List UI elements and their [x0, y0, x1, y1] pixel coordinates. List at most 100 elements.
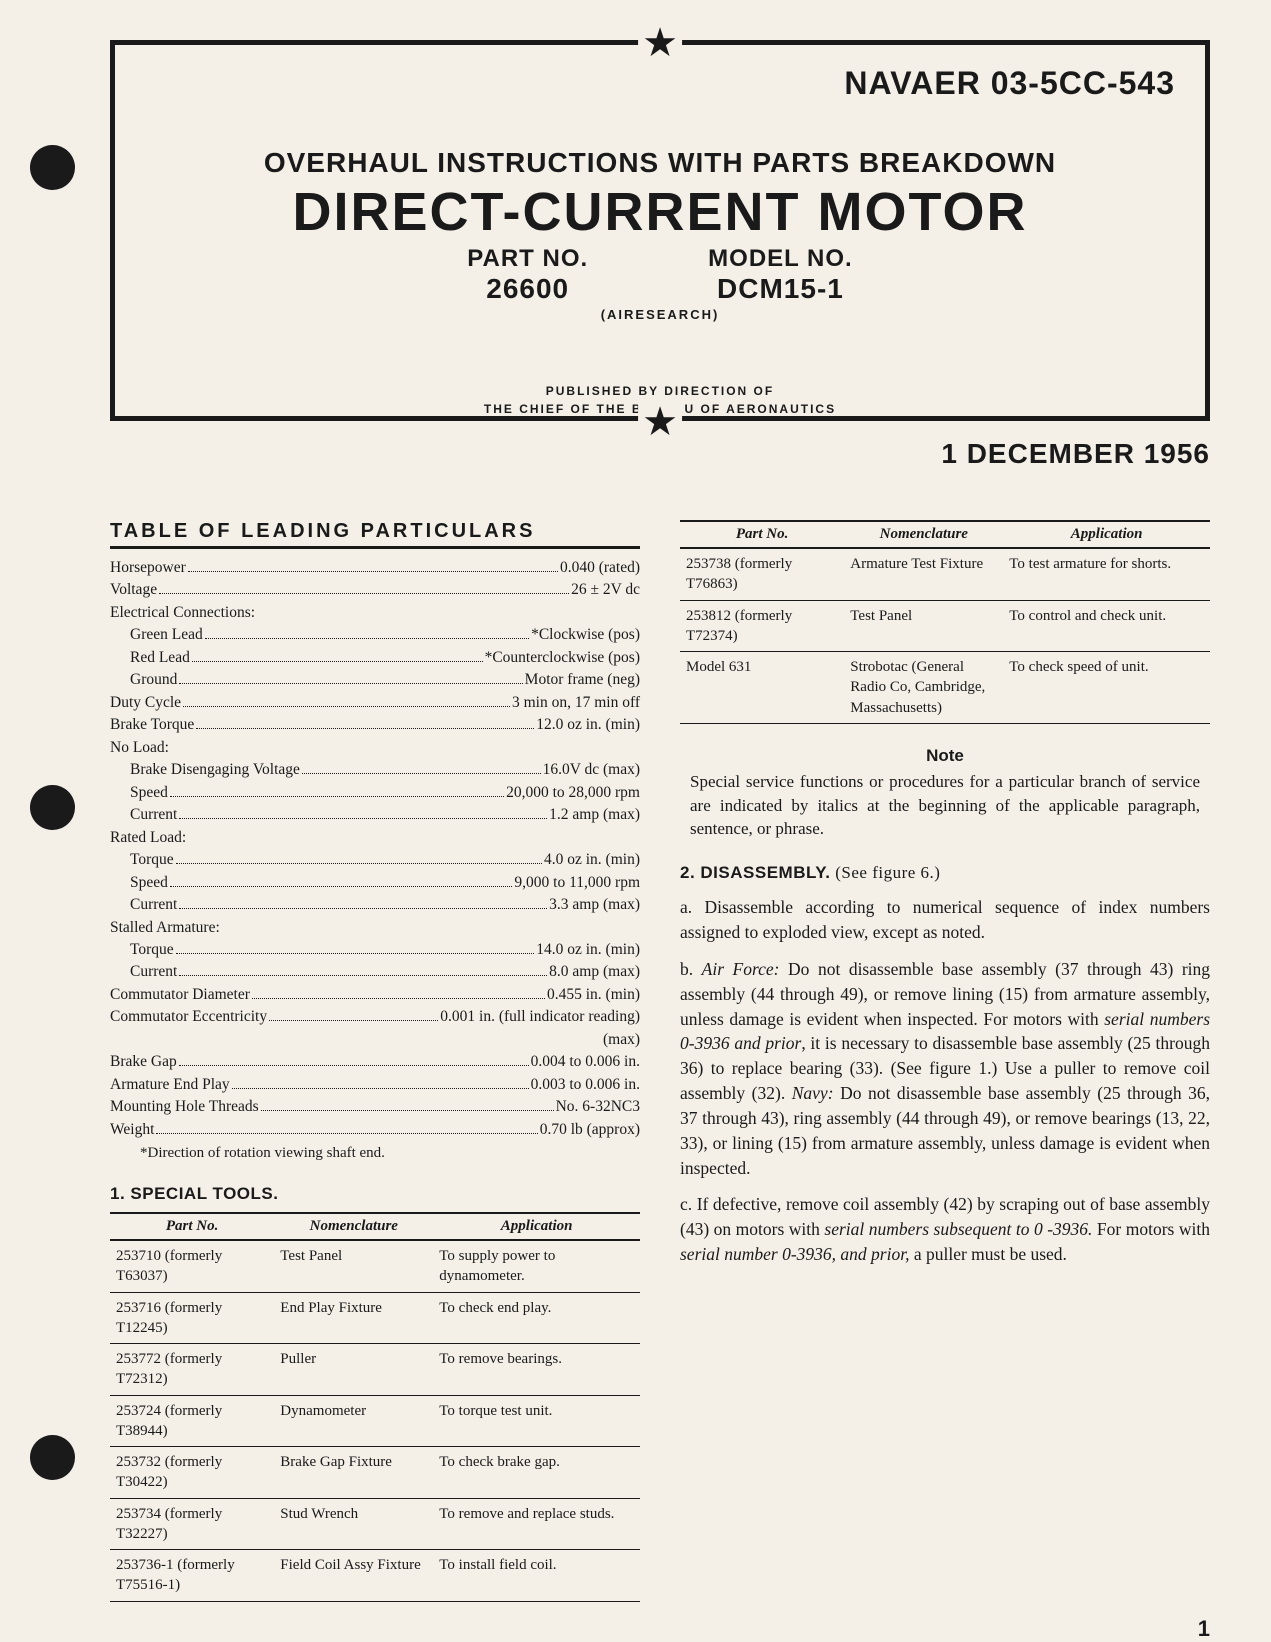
leader-dots [205, 638, 529, 639]
tools-th-part: Part No. [110, 1213, 274, 1240]
particulars-row: Mounting Hole ThreadsNo. 6-32NC3 [110, 1096, 640, 1118]
particulars-label: Speed [130, 782, 168, 804]
particulars-label: Red Lead [130, 647, 190, 669]
particulars-value: 16.0V dc (max) [543, 759, 640, 781]
particulars-row: Brake Torque12.0 oz in. (min) [110, 714, 640, 736]
leader-dots [269, 1020, 438, 1021]
leader-dots [302, 773, 541, 774]
note-block: Note Special service functions or proced… [680, 746, 1210, 841]
disassembly-label: 2. DISASSEMBLY. [680, 863, 830, 882]
table-cell-app: To remove bearings. [433, 1344, 640, 1396]
table-row: 253732 (formerly T30422)Brake Gap Fixtur… [110, 1447, 640, 1499]
body-columns: TABLE OF LEADING PARTICULARS Horsepower0… [110, 520, 1210, 1602]
particulars-value: 1.2 amp (max) [549, 804, 640, 826]
tools-th-app: Application [433, 1213, 640, 1240]
para-b-airforce: Air Force: [702, 959, 780, 979]
particulars-label: Commutator Eccentricity [110, 1006, 267, 1028]
table-row: 253738 (formerly T76863)Armature Test Fi… [680, 548, 1210, 600]
particulars-label: Brake Torque [110, 714, 194, 736]
tools-table: Part No. Nomenclature Application 253710… [110, 1212, 640, 1602]
particulars-row: Green Lead*Clockwise (pos) [110, 624, 640, 646]
particulars-label: Torque [130, 849, 174, 871]
leader-dots [183, 706, 510, 707]
part-no-label: PART NO. [467, 245, 588, 273]
particulars-row: Weight0.70 lb (approx) [110, 1119, 640, 1141]
particulars-row: Commutator Diameter0.455 in. (min) [110, 984, 640, 1006]
particulars-row: Duty Cycle3 min on, 17 min off [110, 692, 640, 714]
particulars-label: Speed [130, 872, 168, 894]
table-cell-part: 253736-1 (formerly T75516-1) [110, 1550, 274, 1602]
leader-dots [179, 818, 547, 819]
table-cell-app: To check speed of unit. [1003, 652, 1210, 724]
particulars-footnote: *Direction of rotation viewing shaft end… [110, 1145, 640, 1162]
particulars-value: 0.70 lb (approx) [540, 1119, 640, 1141]
table-cell-nom: Armature Test Fixture [844, 548, 1003, 600]
table-row: Model 631Strobotac (General Radio Co, Ca… [680, 652, 1210, 724]
leader-dots [179, 908, 547, 909]
particulars-value: 3.3 amp (max) [549, 894, 640, 916]
particulars-row: No Load: [110, 737, 640, 759]
para-b: b. Air Force: Do not disassemble base as… [680, 957, 1210, 1181]
table-cell-part: 253710 (formerly T63037) [110, 1240, 274, 1292]
particulars-value: *Counterclockwise (pos) [485, 647, 640, 669]
table-row: 253710 (formerly T63037)Test PanelTo sup… [110, 1240, 640, 1292]
tools2-th-app: Application [1003, 521, 1210, 548]
table-row: 253772 (formerly T72312)PullerTo remove … [110, 1344, 640, 1396]
particulars-label: Duty Cycle [110, 692, 181, 714]
particulars-label: Rated Load: [110, 827, 186, 849]
particulars-label: Armature End Play [110, 1074, 230, 1096]
table-cell-nom: Field Coil Assy Fixture [274, 1550, 433, 1602]
tools-th-nom: Nomenclature [274, 1213, 433, 1240]
leader-dots [196, 728, 534, 729]
particulars-value: No. 6-32NC3 [556, 1096, 640, 1118]
particulars-value: *Clockwise (pos) [531, 624, 640, 646]
particulars-row: Torque14.0 oz in. (min) [110, 939, 640, 961]
page-number: 1 [1198, 1616, 1210, 1642]
para-b-pre: b. [680, 959, 702, 979]
table-cell-nom: Brake Gap Fixture [274, 1447, 433, 1499]
particulars-label: No Load: [110, 737, 169, 759]
particulars-label: Electrical Connections: [110, 602, 255, 624]
particulars-label: Ground [130, 669, 177, 691]
particulars-label: Brake Gap [110, 1051, 177, 1073]
particulars-row: Voltage26 ± 2V dc [110, 579, 640, 601]
particulars-value: 0.003 to 0.006 in. [531, 1074, 640, 1096]
disassembly-see: (See figure 6.) [830, 863, 940, 882]
table-cell-app: To install field coil. [433, 1550, 640, 1602]
table-cell-app: To test armature for shorts. [1003, 548, 1210, 600]
particulars-label: Torque [130, 939, 174, 961]
table-cell-part: 253734 (formerly T32227) [110, 1498, 274, 1550]
table-cell-nom: Puller [274, 1344, 433, 1396]
table-cell-nom: Strobotac (General Radio Co, Cambridge, … [844, 652, 1003, 724]
main-title: DIRECT-CURRENT MOTOR [115, 185, 1205, 239]
overhaul-title: OVERHAUL INSTRUCTIONS WITH PARTS BREAKDO… [115, 147, 1205, 179]
particulars-label: Brake Disengaging Voltage [130, 759, 300, 781]
particulars-value: 8.0 amp (max) [549, 961, 640, 983]
part-no: 26600 [467, 273, 588, 305]
particulars-row: Electrical Connections: [110, 602, 640, 624]
table-cell-part: 253716 (formerly T12245) [110, 1292, 274, 1344]
model-no-label: MODEL NO. [708, 245, 853, 273]
published-line-1: PUBLISHED BY DIRECTION OF [546, 384, 774, 398]
para-c-em1: serial numbers subsequent to 0 -3936. [824, 1219, 1092, 1239]
particulars-label: Horsepower [110, 557, 186, 579]
table-cell-part: 253732 (formerly T30422) [110, 1447, 274, 1499]
particulars-value: 9,000 to 11,000 rpm [514, 872, 640, 894]
particulars-row: Rated Load: [110, 827, 640, 849]
particulars-row: (max) [110, 1029, 640, 1051]
disassembly-heading: 2. DISASSEMBLY. (See figure 6.) [680, 863, 1210, 883]
particulars-value: 0.004 to 0.006 in. [531, 1051, 640, 1073]
leader-dots [170, 796, 504, 797]
particulars-value: 0.040 (rated) [560, 557, 640, 579]
particulars-row: Commutator Eccentricity0.001 in. (full i… [110, 1006, 640, 1028]
particulars-label: Current [130, 961, 177, 983]
table-cell-nom: Dynamometer [274, 1395, 433, 1447]
leader-dots [188, 571, 558, 572]
table-cell-app: To control and check unit. [1003, 600, 1210, 652]
header-box: ★ NAVAER 03-5CC-543 OVERHAUL INSTRUCTION… [110, 40, 1210, 418]
particulars-label: Commutator Diameter [110, 984, 250, 1006]
particulars-row: Speed20,000 to 28,000 rpm [110, 782, 640, 804]
particulars-label: Current [130, 894, 177, 916]
particulars-label: Current [130, 804, 177, 826]
manufacturer: (AIRESEARCH) [115, 307, 1205, 322]
